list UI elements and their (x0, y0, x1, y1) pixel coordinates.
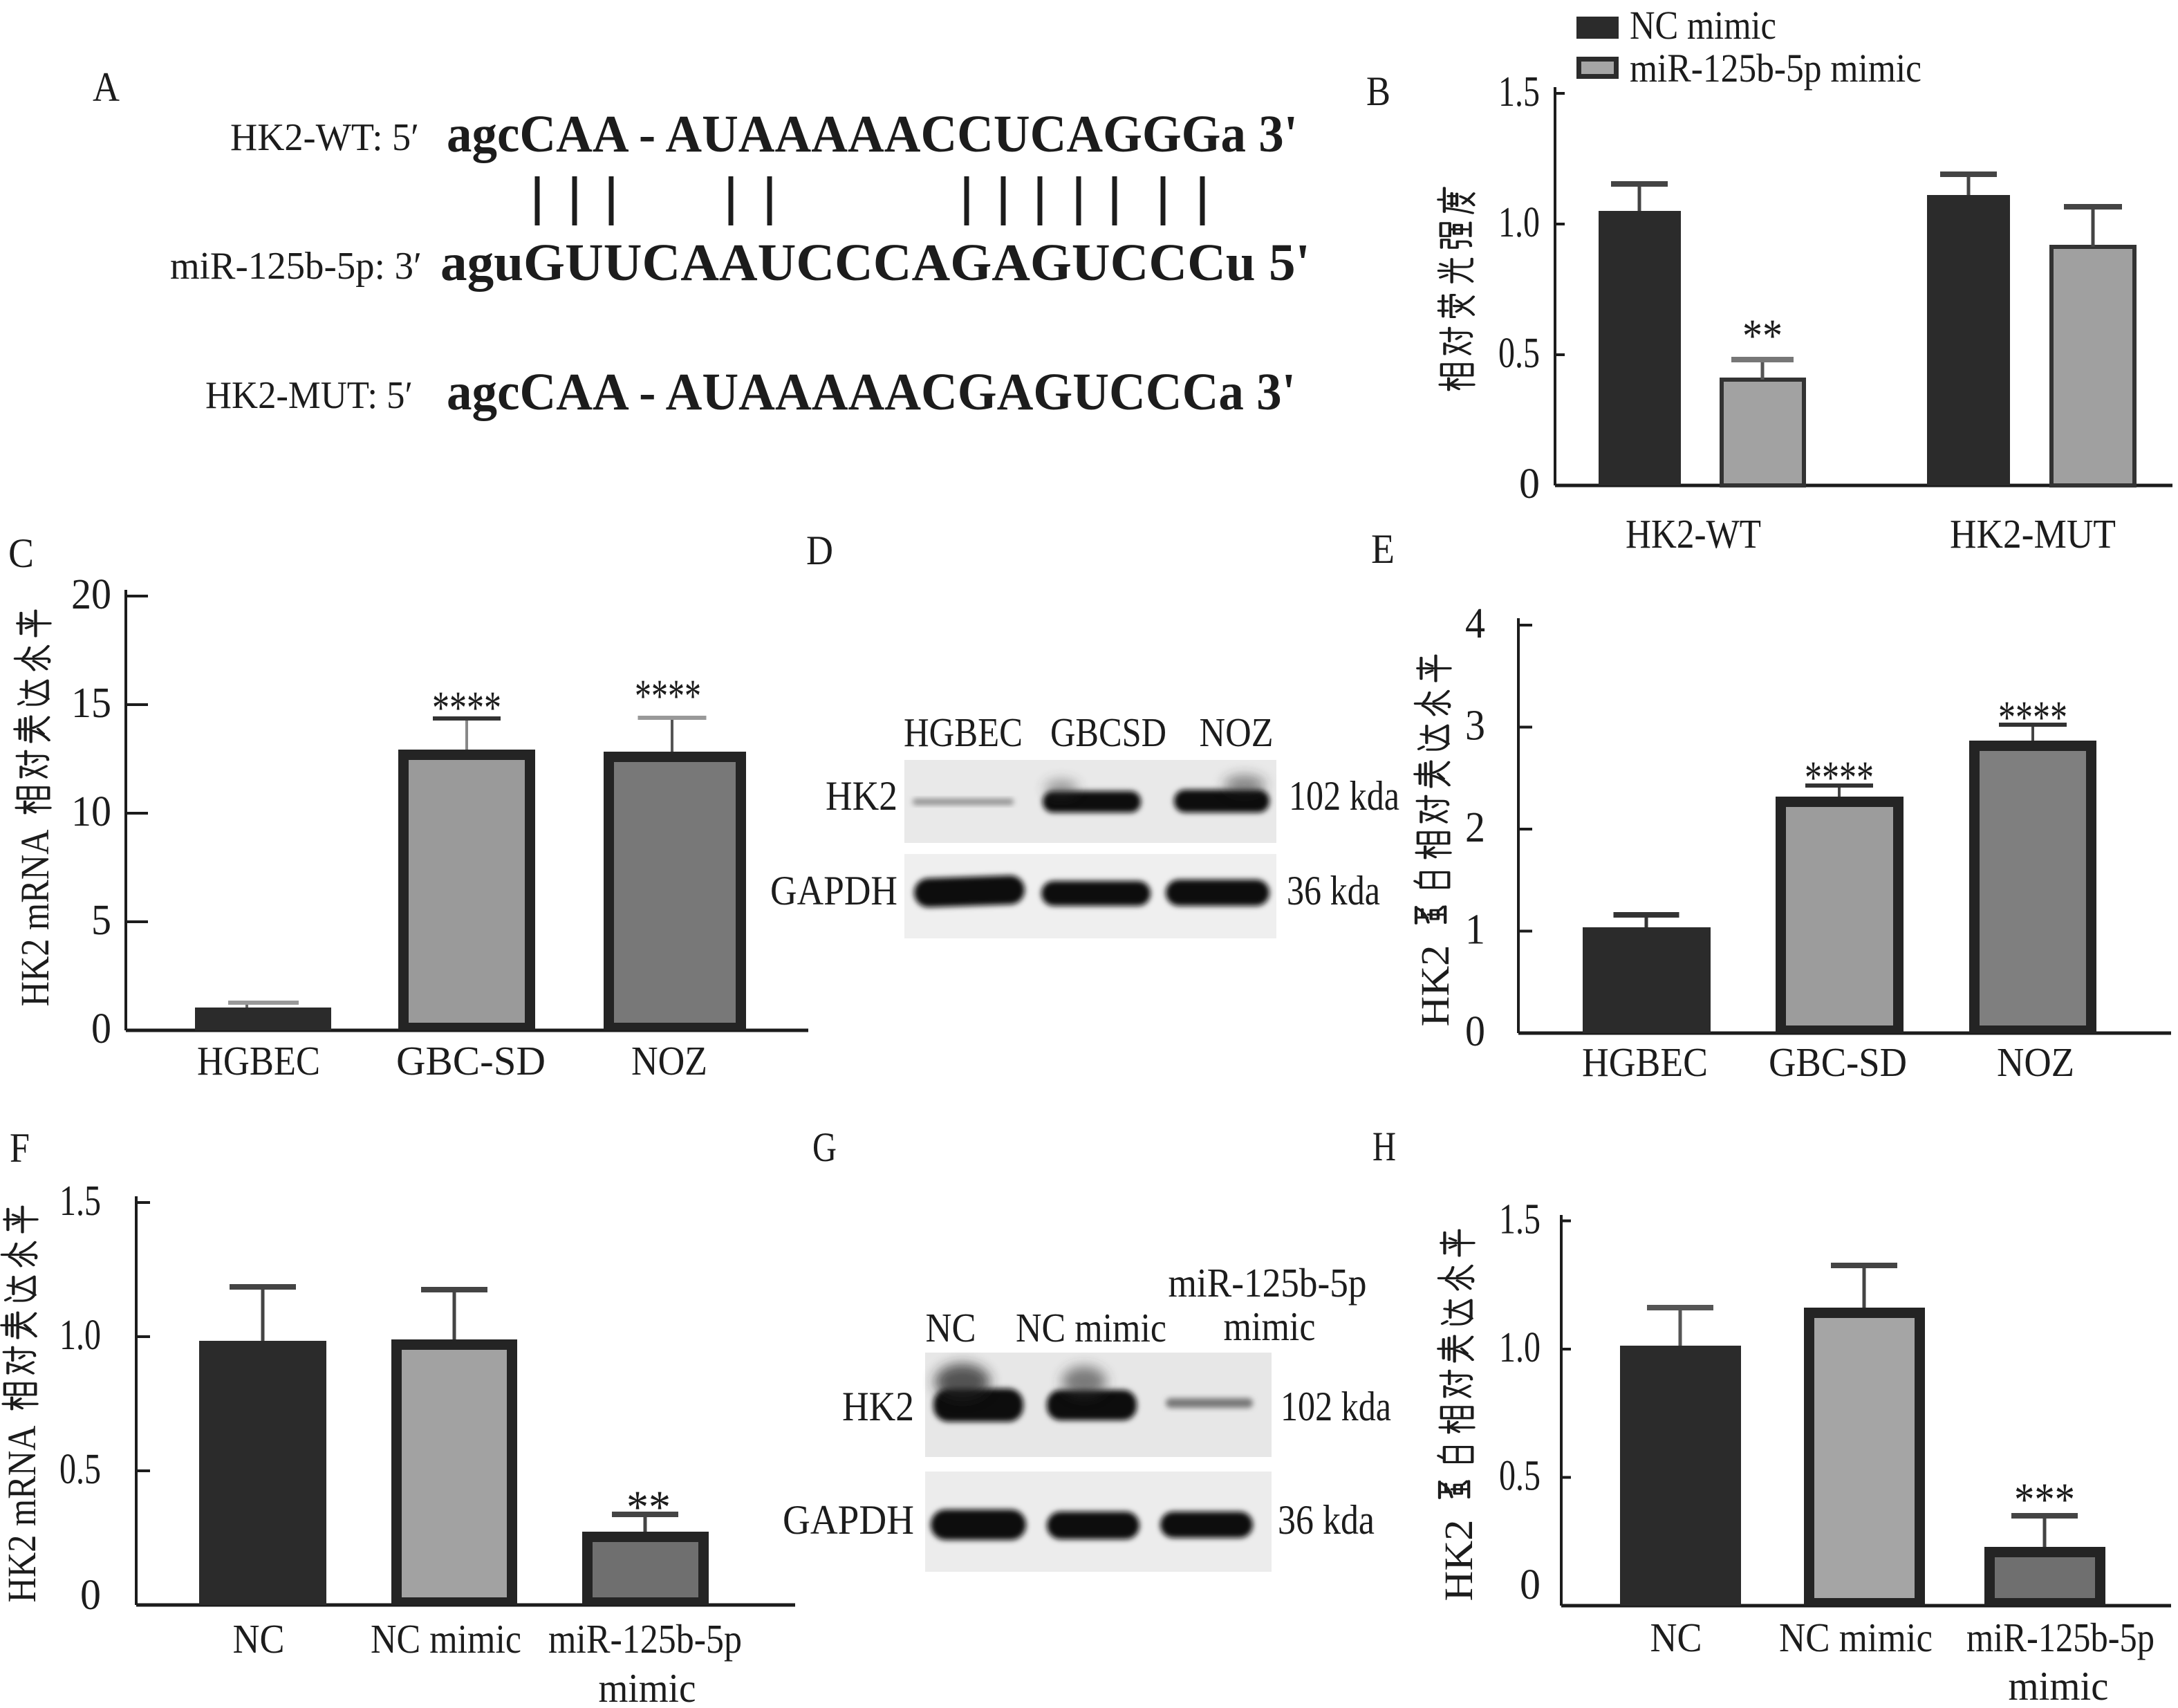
svg-text:0.5: 0.5 (59, 1446, 101, 1493)
svg-text:HK2-MUT: HK2-MUT (1950, 511, 2116, 557)
svg-text:0: 0 (1519, 461, 1540, 508)
svg-text:miR-125b-5p mimic: miR-125b-5p mimic (1630, 46, 1921, 91)
svg-text:miR-125b-5p: 3′: miR-125b-5p: 3′ (170, 245, 422, 288)
svg-text:4: 4 (1465, 600, 1485, 647)
svg-text:1.0: 1.0 (1499, 1324, 1541, 1371)
svg-text:B: B (1366, 68, 1390, 114)
svg-text:0: 0 (1465, 1008, 1485, 1055)
svg-text:102 kda: 102 kda (1289, 773, 1399, 819)
svg-text:**: ** (1742, 309, 1783, 362)
svg-text:NC mimic: NC mimic (371, 1616, 521, 1662)
svg-text:agcCAA - AUAAAAACGAGUCCCa 3': agcCAA - AUAAAAACGAGUCCCa 3' (447, 363, 1296, 421)
svg-text:1.5: 1.5 (59, 1178, 101, 1225)
svg-text:HK2-WT: HK2-WT (1626, 511, 1761, 557)
svg-text:miR-125b-5p: miR-125b-5p (548, 1616, 742, 1662)
svg-text:1.0: 1.0 (1498, 199, 1540, 246)
svg-text:5: 5 (91, 897, 111, 944)
svg-text:NOZ: NOZ (1997, 1039, 2074, 1085)
svg-text:0: 0 (91, 1005, 111, 1052)
svg-text:HK2: HK2 (826, 773, 897, 819)
svg-text:HGBEC: HGBEC (904, 709, 1023, 755)
svg-text:****: **** (635, 669, 701, 722)
svg-text:HK2 mRNA: HK2 mRNA (12, 829, 57, 1006)
svg-text:HK2-MUT: 5′: HK2-MUT: 5′ (205, 374, 413, 417)
svg-text:miR-125b-5p: miR-125b-5p (1966, 1615, 2154, 1660)
svg-text:NC mimic: NC mimic (1779, 1615, 1933, 1660)
svg-text:H: H (1372, 1124, 1396, 1169)
svg-text:NC: NC (233, 1616, 285, 1662)
svg-text:0.5: 0.5 (1498, 330, 1540, 377)
svg-text:GBCSD: GBCSD (1050, 709, 1166, 755)
svg-text:36 kda: 36 kda (1278, 1497, 1375, 1543)
svg-text:****: **** (432, 681, 501, 734)
svg-text:C: C (8, 530, 34, 576)
svg-text:10: 10 (71, 788, 111, 835)
svg-text:***: *** (2014, 1473, 2075, 1525)
svg-text:aguGUUCAAUCCCAGAGUCCCu 5': aguGUUCAAUCCCAGAGUCCCu 5' (440, 234, 1310, 292)
svg-text:1.5: 1.5 (1498, 68, 1540, 115)
svg-text:0: 0 (1520, 1561, 1541, 1608)
svg-text:NC: NC (1650, 1615, 1702, 1660)
svg-text:HK2 mRNA: HK2 mRNA (0, 1425, 44, 1602)
svg-text:HK2: HK2 (1413, 945, 1458, 1027)
svg-text:E: E (1371, 526, 1395, 572)
svg-text:GAPDH: GAPDH (770, 868, 897, 913)
svg-text:15: 15 (71, 680, 111, 727)
svg-text:102 kda: 102 kda (1281, 1384, 1391, 1429)
svg-text:1.5: 1.5 (1499, 1196, 1541, 1243)
svg-text:HK2-WT: 5′: HK2-WT: 5′ (230, 116, 419, 159)
svg-text:1.0: 1.0 (59, 1312, 101, 1359)
svg-text:36 kda: 36 kda (1287, 868, 1380, 913)
svg-text:mimic: mimic (2009, 1663, 2109, 1708)
svg-text:GAPDH: GAPDH (783, 1497, 914, 1543)
svg-text:0: 0 (80, 1572, 101, 1619)
svg-text:HK2: HK2 (1436, 1520, 1481, 1602)
svg-text:D: D (806, 528, 833, 573)
svg-text:mimic: mimic (1224, 1303, 1316, 1349)
svg-text:F: F (10, 1125, 30, 1171)
svg-text:G: G (812, 1124, 837, 1170)
svg-text:0.5: 0.5 (1499, 1453, 1541, 1500)
svg-text:miR-125b-5p: miR-125b-5p (1169, 1260, 1367, 1306)
svg-text:1: 1 (1465, 907, 1485, 954)
svg-text:NC mimic: NC mimic (1016, 1305, 1166, 1350)
svg-text:A: A (93, 64, 120, 110)
svg-text:NC mimic: NC mimic (1630, 3, 1776, 48)
svg-text:mimic: mimic (599, 1665, 696, 1708)
svg-text:GBC-SD: GBC-SD (1769, 1039, 1907, 1085)
svg-text:3: 3 (1465, 703, 1485, 750)
svg-text:NOZ: NOZ (1200, 709, 1274, 755)
svg-text:NC: NC (926, 1305, 976, 1350)
svg-text:HGBEC: HGBEC (1582, 1039, 1708, 1085)
svg-text:2: 2 (1465, 804, 1485, 851)
svg-text:HGBEC: HGBEC (197, 1038, 320, 1084)
svg-text:HK2: HK2 (842, 1384, 914, 1429)
svg-text:**: ** (626, 1480, 671, 1533)
svg-text:NOZ: NOZ (631, 1038, 707, 1084)
svg-text:20: 20 (71, 571, 111, 618)
svg-text:****: **** (1805, 751, 1874, 804)
svg-text:****: **** (1998, 691, 2067, 743)
svg-text:GBC-SD: GBC-SD (396, 1038, 546, 1084)
svg-text:agcCAA - AUAAAAACCUCAGGGa 3': agcCAA - AUAAAAACCUCAGGGa 3' (447, 105, 1298, 163)
